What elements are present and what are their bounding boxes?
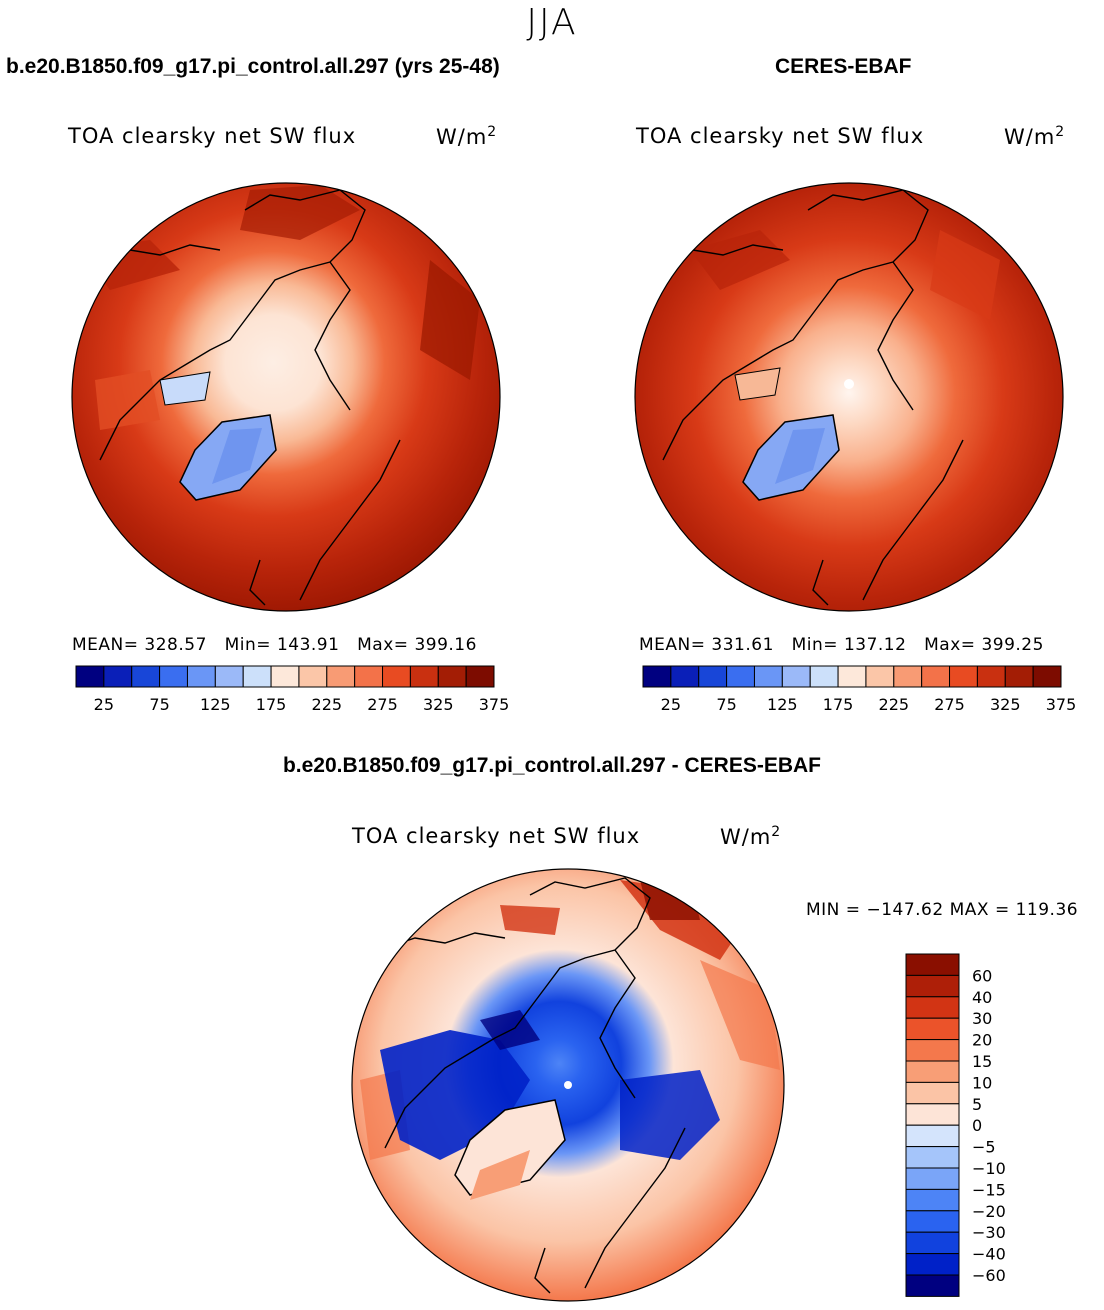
diff-colorbar-tick-label: −10 <box>972 1159 1006 1178</box>
obs-min-label: Min= <box>791 635 839 655</box>
model-colorbar-tick-label: 75 <box>149 695 169 714</box>
model-colorbar-tick-label: 275 <box>367 695 398 714</box>
model-min-label: Min= <box>224 635 272 655</box>
diff-colorbar-box <box>905 974 960 998</box>
diff-colorbar-box <box>905 1146 960 1169</box>
diff-colorbar-box <box>905 1274 960 1297</box>
diff-colorbar-box <box>905 1167 960 1190</box>
diff-colorbar-tick-label: 60 <box>972 966 992 985</box>
diff-colorbar-box <box>905 1039 960 1062</box>
obs-colorbar-tick-label: 325 <box>990 695 1021 714</box>
obs-map-border <box>634 182 1064 612</box>
obs-colorbar-tick-label: 25 <box>661 695 681 714</box>
diff-min-value: −147.62 <box>866 900 944 920</box>
diff-colorbar-tick-label: 40 <box>972 988 992 1007</box>
obs-panel-title: CERES-EBAF <box>775 55 912 78</box>
obs-stats-line: MEAN= 331.61 Min= 137.12 Max= 399.25 <box>639 635 1044 655</box>
diff-colorbar-tick-label: −40 <box>972 1245 1006 1264</box>
model-map-border <box>71 182 501 612</box>
model-units-label: W/m2 <box>436 124 497 149</box>
diff-colorbar-tick-label: 30 <box>972 1009 992 1028</box>
diff-colorbar-tick-label: 15 <box>972 1052 992 1071</box>
diff-min-label: MIN = <box>806 900 861 920</box>
diff-units-base: W/m <box>720 825 772 849</box>
diff-colorbar-tick-label: 10 <box>972 1073 992 1092</box>
obs-colorbar-tick-label: 175 <box>823 695 854 714</box>
model-colorbar-tick-label: 375 <box>479 695 510 714</box>
diff-units-exp: 2 <box>771 824 782 840</box>
model-panel-title: b.e20.B1850.f09_g17.pi_control.all.297 (… <box>6 55 500 78</box>
diff-colorbar-box <box>905 1017 960 1041</box>
diff-colorbar: 60 40 30 20 15 10 5 0 −5 −10 −15 −20 −30 −40 −60 <box>905 953 1006 1297</box>
model-min-value: 143.91 <box>276 635 340 655</box>
model-max-value: 399.16 <box>414 635 477 655</box>
obs-colorbar-tick-label: 225 <box>879 695 910 714</box>
diff-colorbar-box <box>905 1210 960 1233</box>
model-variable-label: TOA clearsky net SW flux <box>68 124 357 148</box>
model-max-label: Max= <box>357 635 409 655</box>
obs-colorbar-box <box>1032 665 1062 688</box>
diff-colorbar-box <box>905 1188 960 1212</box>
obs-colorbar-tick-label: 375 <box>1046 695 1077 714</box>
diff-colorbar-box <box>905 1103 960 1126</box>
diff-colorbar-box <box>905 1231 960 1255</box>
model-units-base: W/m <box>436 125 488 149</box>
diff-map-border <box>351 868 785 1302</box>
obs-units-label: W/m2 <box>1004 124 1065 149</box>
diff-panel-title: b.e20.B1850.f09_g17.pi_control.all.297 -… <box>282 754 822 777</box>
obs-mean-value: 331.61 <box>711 635 774 655</box>
diff-colorbar-tick-label: −30 <box>972 1223 1006 1242</box>
model-mean-label: MEAN= <box>72 635 139 655</box>
obs-colorbar-tick-label: 125 <box>767 695 798 714</box>
diff-colorbar-box <box>905 1060 960 1083</box>
model-colorbar-tick-label: 25 <box>94 695 114 714</box>
diff-colorbar-tick-label: 0 <box>972 1116 982 1135</box>
diff-colorbar-box <box>905 1124 960 1148</box>
obs-min-value: 137.12 <box>843 635 907 655</box>
diff-colorbar-box <box>905 1253 960 1276</box>
obs-variable-label: TOA clearsky net SW flux <box>636 124 925 148</box>
diff-colorbar-tick-label: −15 <box>972 1180 1006 1199</box>
diff-variable-label: TOA clearsky net SW flux <box>352 824 641 848</box>
obs-colorbar-tick-label: 275 <box>934 695 965 714</box>
obs-units-base: W/m <box>1004 125 1056 149</box>
obs-max-value: 399.25 <box>981 635 1044 655</box>
model-colorbar-tick-label: 325 <box>423 695 454 714</box>
diff-colorbar-box <box>905 1081 960 1105</box>
diff-colorbar-tick-label: −20 <box>972 1202 1006 1221</box>
obs-max-label: Max= <box>924 635 976 655</box>
obs-colorbar: 25 75 125 175 225 275 325 375 <box>642 665 1076 714</box>
diff-coastlines <box>384 877 686 1294</box>
diff-colorbar-box <box>905 996 960 1019</box>
obs-colorbar-tick-label: 75 <box>716 695 736 714</box>
model-colorbar-tick-label: 175 <box>256 695 287 714</box>
model-colorbar: 25 75 125 175 225 275 325 375 <box>75 665 509 714</box>
diff-max-value: 119.36 <box>1015 900 1079 920</box>
diff-max-label: MAX = <box>949 900 1010 920</box>
diff-stats-line: MIN = −147.62 MAX = 119.36 <box>806 900 1078 920</box>
model-units-exp: 2 <box>487 124 498 140</box>
obs-units-exp: 2 <box>1055 124 1066 140</box>
diff-units-label: W/m2 <box>720 824 781 849</box>
model-colorbar-box <box>465 665 495 688</box>
model-flux-field <box>72 183 500 611</box>
diff-colorbar-tick-label: −60 <box>972 1266 1006 1285</box>
model-stats-line: MEAN= 328.57 Min= 143.91 Max= 399.16 <box>72 635 477 655</box>
model-colorbar-tick-label: 125 <box>200 695 231 714</box>
diff-colorbar-tick-label: 5 <box>972 1095 982 1114</box>
diff-colorbar-tick-label: −5 <box>972 1138 996 1157</box>
model-mean-value: 328.57 <box>144 635 207 655</box>
diff-colorbar-tick-label: 20 <box>972 1031 992 1050</box>
diff-colorbar-box <box>905 953 960 976</box>
obs-mean-label: MEAN= <box>639 635 706 655</box>
model-colorbar-tick-label: 225 <box>312 695 343 714</box>
season-title: JJA <box>526 2 578 43</box>
